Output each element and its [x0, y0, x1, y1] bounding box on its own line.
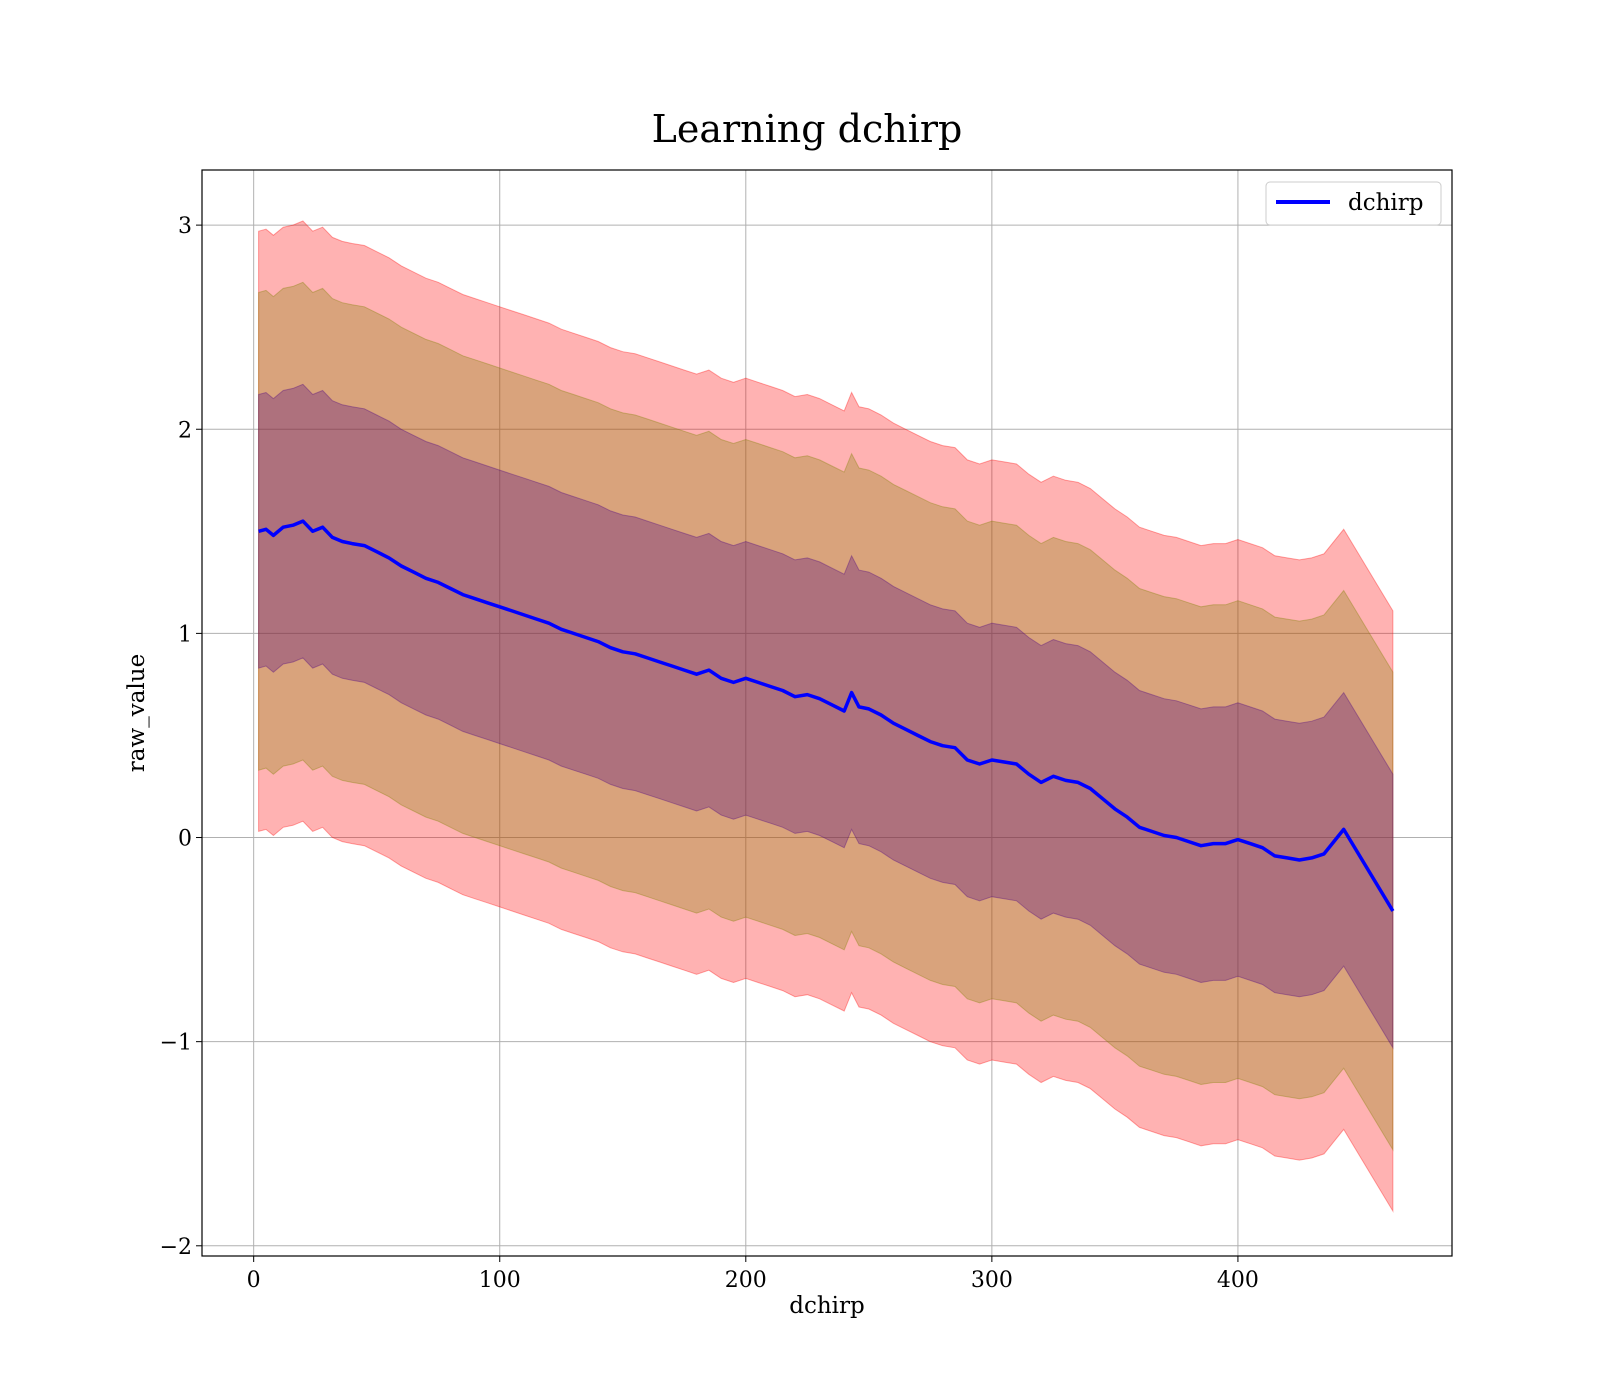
- y-tick-label: 3: [178, 214, 192, 239]
- bands: [258, 220, 1394, 1213]
- y-axis-ticks: −2 −1 0 1 2 3: [160, 214, 202, 1260]
- x-axis-label: dchirp: [789, 1293, 865, 1319]
- y-tick-label: −2: [160, 1235, 192, 1260]
- x-tick-label: 200: [725, 1268, 767, 1293]
- chart-title: Learning dchirp: [652, 107, 963, 151]
- y-tick-label: 0: [178, 827, 192, 852]
- x-tick-label: 100: [479, 1268, 521, 1293]
- y-axis-label: raw_value: [124, 654, 150, 772]
- y-tick-label: 1: [178, 622, 192, 647]
- series: [258, 519, 1395, 912]
- band-middle: [258, 281, 1394, 1152]
- plot-frame: [201, 169, 1453, 1257]
- x-tick-label: 400: [1217, 1268, 1259, 1293]
- legend-entry: dchirp: [1348, 190, 1424, 216]
- band-inner: [258, 383, 1394, 1050]
- x-tick-label: 0: [247, 1268, 261, 1293]
- band-outer: [258, 220, 1394, 1213]
- series-line-dchirp: [258, 519, 1395, 912]
- grid: [202, 170, 1452, 1256]
- legend-box: [1265, 181, 1442, 226]
- legend: dchirp: [1265, 181, 1442, 226]
- y-tick-label: −1: [160, 1031, 192, 1056]
- x-tick-label: 300: [971, 1268, 1013, 1293]
- y-tick-label: 2: [178, 418, 192, 443]
- x-axis-ticks: 0 100 200 300 400: [247, 1256, 1259, 1293]
